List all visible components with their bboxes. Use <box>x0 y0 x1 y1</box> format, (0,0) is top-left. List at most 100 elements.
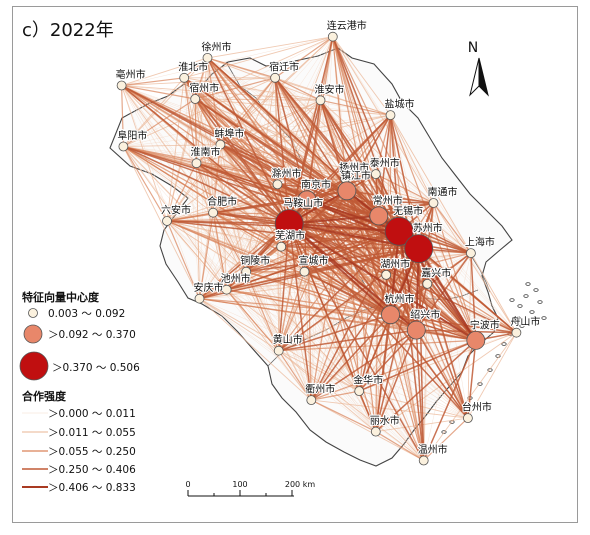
city-label-zhoushan: 舟山市 <box>510 315 540 328</box>
cooperation-link-fuyang-tongling <box>123 146 247 273</box>
cooperation-link-huangshan-lishui <box>278 350 377 432</box>
cooperation-link-bozhou-tongling <box>121 85 247 272</box>
city-node-bengbu <box>215 139 226 150</box>
city-label-lishui: 丽水市 <box>370 414 400 427</box>
city-label-ningbo: 宁波市 <box>470 318 500 331</box>
city-label-huaian: 淮安市 <box>315 83 345 96</box>
island-1 <box>517 304 523 308</box>
city-label-wenzhou: 温州市 <box>418 443 448 456</box>
city-label-suzhou_ah: 宿州市 <box>189 82 219 95</box>
cooperation-link-yancheng-nantong <box>390 114 434 204</box>
cooperation-link-xuzhou-hefei <box>207 57 214 213</box>
cooperation-link-hangzhou-jinhua <box>358 314 392 392</box>
cooperation-link-tongling-jiaxing <box>246 271 428 285</box>
cooperation-link-fuyang-liuan <box>122 146 168 222</box>
cooperation-link-nantong-ningbo <box>432 202 477 341</box>
scale-bar-label-100: 100 <box>232 480 247 489</box>
island-7 <box>525 282 531 286</box>
cooperation-legend-label-5: ＞0.406 ～ 0.833 <box>48 482 136 494</box>
city-label-bozhou: 亳州市 <box>116 68 146 81</box>
cooperation-link-suzhou_js-zhoushan <box>418 248 517 334</box>
cooperation-link-suzhou_js-wuhu <box>281 245 419 250</box>
cooperation-link-suqian-bengbu <box>219 77 276 145</box>
cooperation-link-wuxi-maanshan <box>289 222 400 233</box>
island-5 <box>537 300 543 304</box>
cooperation-link-lishui-wenzhou <box>375 431 425 462</box>
cooperation-link-quzhou-wenzhou <box>311 399 424 461</box>
cooperation-link-huangshan-quzhou <box>278 350 312 401</box>
city-node-taizhou_zj <box>462 413 473 424</box>
cooperation-link-huangshan-jinhua <box>278 350 360 392</box>
north-arrow-label: N <box>468 40 478 56</box>
cooperation-link-hefei-anqing <box>198 212 214 299</box>
cooperation-link-wuhu-chizhou <box>226 246 282 291</box>
cooperation-link-bengbu-maanshan <box>219 144 290 225</box>
cooperation-link-huainan-lishui <box>196 163 377 432</box>
cooperation-link-jinhua-quzhou <box>311 390 360 401</box>
cooperation-link-maanshan-zhoushan <box>288 222 517 334</box>
cooperation-link-maanshan-taizhou_zj <box>288 223 469 419</box>
cooperation-legend-label-3: ＞0.055 ～ 0.250 <box>48 446 136 458</box>
city-node-suzhou_js <box>404 234 434 264</box>
cooperation-link-wuxi-shaoxing <box>398 231 418 331</box>
city-node-huangshan <box>273 345 284 356</box>
cooperation-link-huaian-taizhou_js <box>320 100 377 175</box>
cooperation-link-shaoxing-zhoushan <box>416 329 517 334</box>
cooperation-link-chizhou-huangshan <box>226 289 280 352</box>
city-label-suzhou_js: 苏州市 <box>413 222 443 235</box>
cooperation-link-huaibei-liuan <box>166 77 185 222</box>
city-node-bozhou <box>116 80 127 91</box>
cooperation-link-bengbu-zhenjiang <box>220 143 348 192</box>
city-node-chizhou <box>221 284 232 295</box>
cooperation-link-hefei-liuan <box>166 212 214 222</box>
cooperation-link-xuzhou-bozhou <box>121 57 208 86</box>
island-9 <box>519 324 525 328</box>
cooperation-link-yancheng-ningbo <box>389 114 477 341</box>
cooperation-link-nantong-zhoushan <box>433 202 517 333</box>
centrality-legend-label-medium: ＞0.092 ～ 0.370 <box>48 329 136 341</box>
cooperation-link-huaian-changzhou <box>319 99 380 217</box>
cooperation-link-shaoxing-jinhua <box>358 329 417 392</box>
island-3 <box>529 310 535 314</box>
city-node-hangzhou <box>381 305 400 325</box>
cooperation-link-maanshan-wenzhou <box>288 223 425 461</box>
scale-bar: 0 100 200 km <box>185 480 315 497</box>
cooperation-link-hangzhou-zhoushan <box>390 313 517 334</box>
cooperation-link-huainan-maanshan <box>196 162 290 225</box>
city-label-maanshan: 马鞍山市 <box>283 197 323 210</box>
cooperation-link-ningbo-lishui <box>375 339 477 433</box>
cooperation-link-liuan-jinhua <box>166 220 360 392</box>
centrality-legend-swatch-large <box>19 351 49 381</box>
north-arrow-right-half <box>478 57 489 97</box>
cooperation-link-suqian-maanshan <box>274 77 290 224</box>
cooperation-link-liuan-tongling <box>166 220 247 273</box>
cooperation-link-huangshan-shaoxing <box>278 329 417 352</box>
cooperation-link-ningbo-jinhua <box>358 339 477 392</box>
cooperation-link-wuxi-taizhou_zj <box>398 231 469 419</box>
city-label-xuzhou: 徐州市 <box>202 40 232 53</box>
north-arrow: N <box>468 40 489 97</box>
cooperation-link-chizhou-wenzhou <box>226 289 424 461</box>
cooperation-link-yancheng-shanghai <box>390 114 472 254</box>
cooperation-link-bozhou-huainan <box>121 85 197 164</box>
cooperation-link-maanshan-chizhou <box>226 223 290 291</box>
city-label-jiaxing: 嘉兴市 <box>421 266 451 279</box>
city-label-zhenjiang: 镇江市 <box>341 169 371 182</box>
cooperation-link-ningbo-taizhou_zj <box>467 340 477 419</box>
city-nodes <box>116 31 522 466</box>
cooperation-link-taizhou_js-shanghai <box>375 173 472 254</box>
cooperation-link-lianyungang-suqian <box>274 36 334 79</box>
cooperation-link-fuyang-anqing <box>122 146 200 299</box>
cooperation-link-wuxi-quzhou <box>310 230 400 401</box>
cooperation-link-anqing-quzhou <box>199 298 312 401</box>
city-node-maanshan <box>274 209 304 239</box>
cooperation-link-huangshan-wenzhou <box>278 350 424 461</box>
cooperation-link-lianyungang-yancheng <box>332 36 391 116</box>
city-label-shaoxing: 绍兴市 <box>410 308 440 321</box>
cooperation-legend-title: 合作强度 <box>22 389 67 403</box>
cooperation-link-wuxi-chizhou <box>226 230 400 291</box>
city-node-suqian <box>270 72 281 83</box>
cooperation-link-taizhou_js-nantong <box>375 173 434 204</box>
cooperation-link-fuyang-wenzhou <box>123 146 424 461</box>
city-label-huzhou: 湖州市 <box>380 257 410 270</box>
